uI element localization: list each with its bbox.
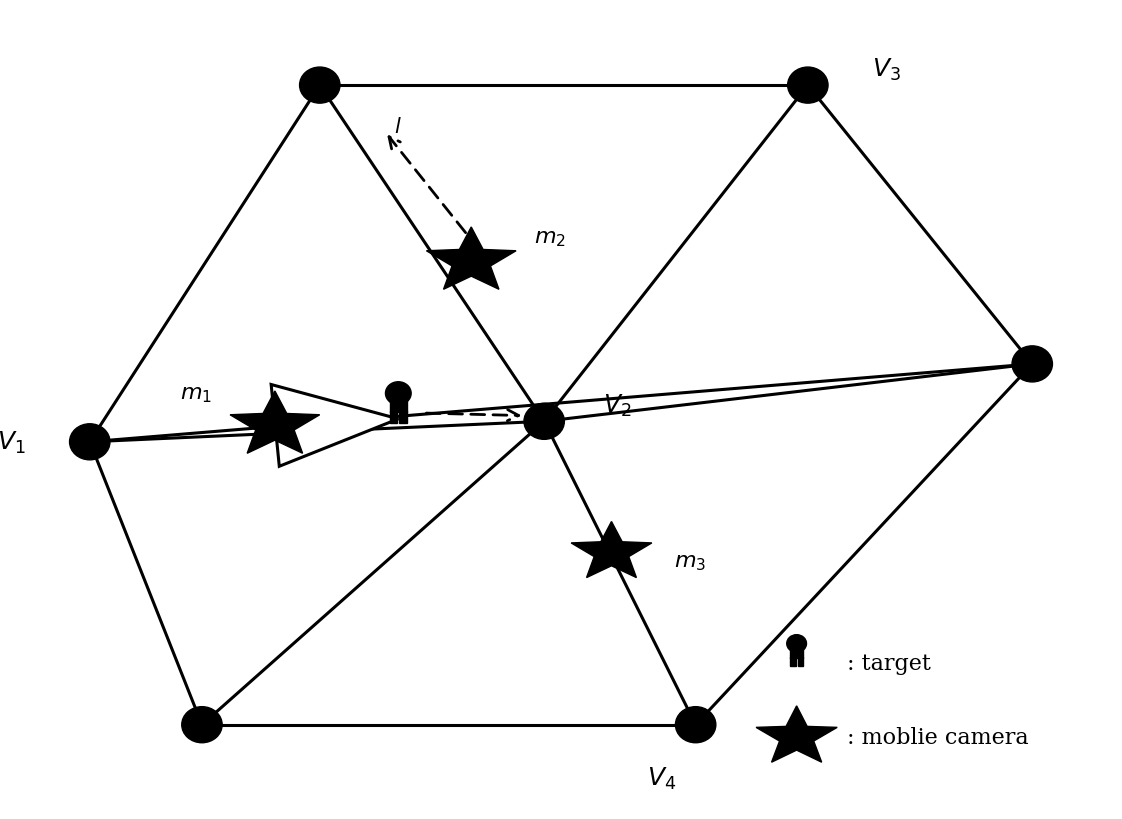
Bar [389, 412, 397, 423]
Text: : moblie camera: : moblie camera [847, 726, 1029, 748]
Ellipse shape [386, 382, 411, 405]
Ellipse shape [787, 635, 807, 653]
Ellipse shape [182, 707, 222, 743]
Text: $V_3$: $V_3$ [872, 57, 901, 83]
Ellipse shape [788, 68, 828, 104]
Ellipse shape [1012, 346, 1052, 382]
Bar [399, 412, 407, 423]
Text: $V_1$: $V_1$ [0, 429, 26, 455]
Text: $l$: $l$ [395, 117, 402, 137]
Text: $m_2$: $m_2$ [534, 227, 565, 248]
Bar [790, 658, 795, 667]
Polygon shape [756, 706, 837, 762]
Ellipse shape [675, 707, 716, 743]
Text: $V_2$: $V_2$ [603, 392, 632, 419]
Bar [389, 396, 407, 413]
Text: : target: : target [847, 653, 931, 674]
Polygon shape [426, 228, 516, 290]
Text: $m_1$: $m_1$ [181, 382, 212, 404]
Ellipse shape [70, 424, 110, 460]
Text: $V_4$: $V_4$ [647, 765, 677, 791]
Bar [798, 658, 803, 667]
Bar [790, 645, 803, 658]
Ellipse shape [300, 68, 340, 104]
Polygon shape [571, 522, 652, 578]
Polygon shape [272, 385, 398, 467]
Ellipse shape [524, 404, 564, 440]
Polygon shape [230, 391, 320, 454]
Text: $m_3$: $m_3$ [674, 550, 706, 572]
